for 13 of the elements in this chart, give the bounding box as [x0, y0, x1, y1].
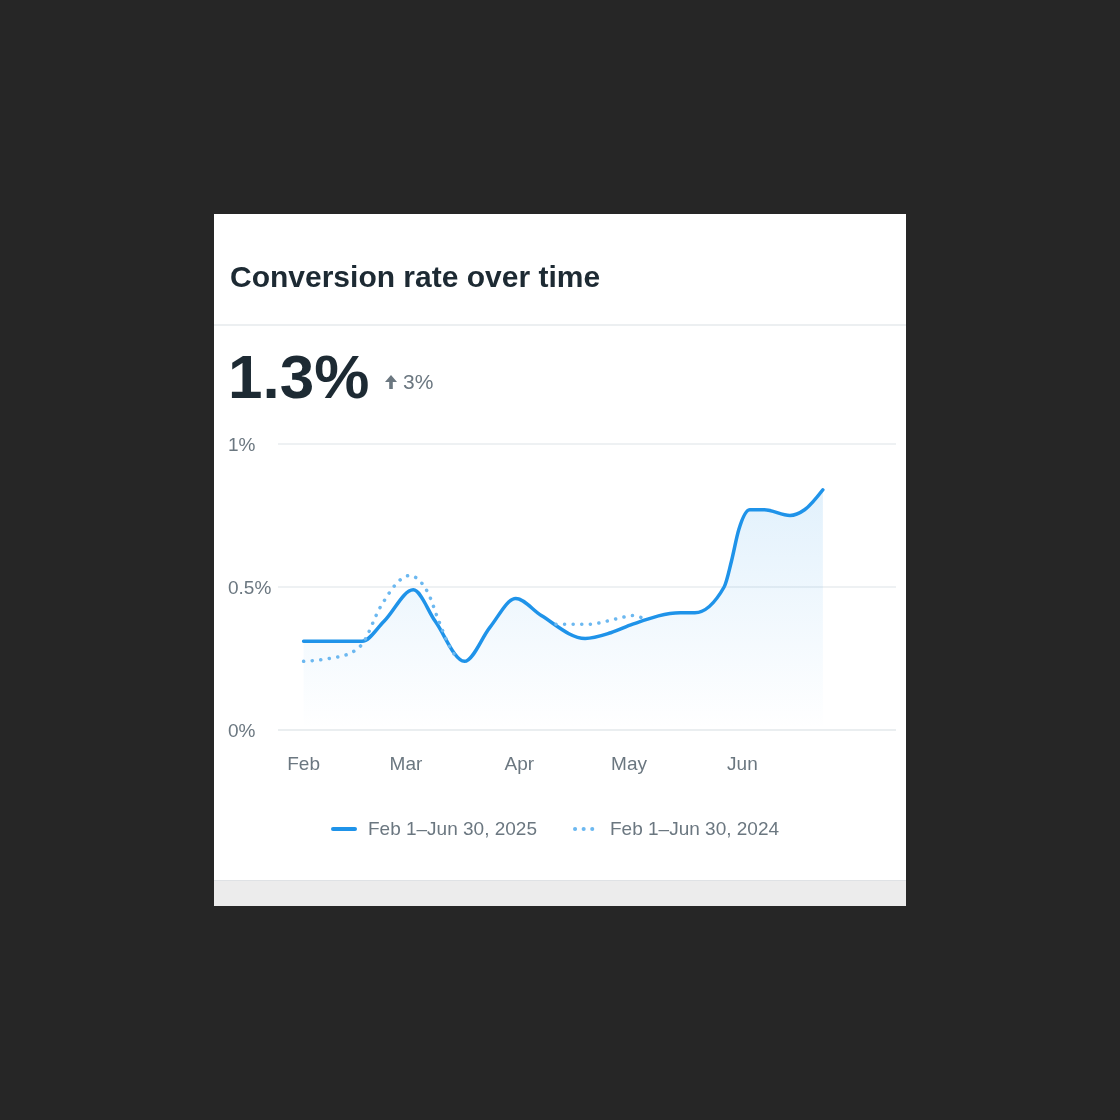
text: 3%: [403, 370, 434, 393]
y-tick-label: 1%: [228, 433, 256, 455]
legend-label: Feb 1–Jun 30, 2024: [610, 818, 780, 840]
chart-subtitle: 1.3%: [228, 342, 370, 411]
y-tick-label: 0.5%: [228, 576, 272, 598]
x-tick-label: Mar: [389, 753, 424, 775]
y-tick-label: 0%: [228, 719, 256, 741]
x-tick-label: May: [611, 753, 648, 775]
legend-label: Feb 1–Jun 30, 2025: [367, 818, 537, 840]
x-tick-label: Feb: [287, 753, 320, 775]
x-tick-label: Apr: [504, 753, 535, 775]
chart-title: Conversion rate over time: [230, 260, 601, 293]
x-tick-label: Jun: [727, 753, 758, 775]
